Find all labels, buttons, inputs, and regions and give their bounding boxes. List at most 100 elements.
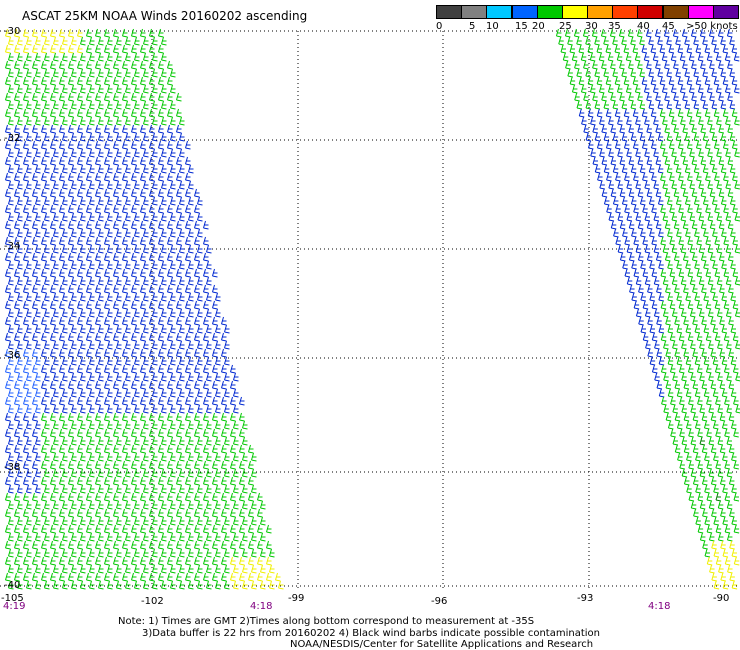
wind-barb (95, 268, 101, 278)
wind-barb (107, 372, 113, 382)
wind-barb (723, 300, 730, 310)
wind-barb (233, 388, 239, 398)
wind-barb (107, 244, 113, 254)
wind-barb (158, 188, 164, 198)
wind-barb (212, 572, 218, 582)
wind-barb (707, 180, 713, 190)
wind-barb (113, 380, 119, 390)
wind-barb (32, 572, 38, 582)
wind-barb (242, 532, 248, 542)
wind-barb (41, 44, 47, 54)
wind-barb (230, 492, 236, 502)
wind-barb (68, 316, 74, 326)
wind-barb (122, 204, 128, 214)
wind-barb (221, 460, 227, 470)
wind-barb (677, 452, 683, 462)
wind-barb (727, 60, 733, 70)
wind-barb (95, 508, 101, 518)
wind-barb (122, 556, 128, 566)
wind-barb (659, 140, 666, 150)
wind-barb (35, 436, 41, 446)
wind-barb (107, 548, 113, 558)
wind-barb (717, 468, 724, 478)
wind-barb (682, 60, 688, 70)
wind-barb (152, 260, 158, 270)
wind-barb (224, 468, 230, 478)
wind-barb (17, 324, 23, 334)
wind-barb (44, 52, 50, 62)
wind-barb (710, 444, 717, 454)
wind-barb (677, 44, 684, 54)
wind-barb (260, 580, 266, 590)
wind-barb (41, 60, 47, 70)
wind-barb (89, 420, 95, 430)
wind-barb (708, 468, 715, 478)
wind-barb (224, 420, 230, 430)
wind-barb (729, 572, 735, 582)
wind-barb (185, 396, 191, 406)
wind-barb (8, 52, 14, 62)
wind-barb (149, 284, 155, 294)
wind-barb (5, 204, 11, 214)
wind-barb (669, 204, 675, 214)
wind-barb (179, 228, 185, 238)
wind-barb (655, 92, 661, 102)
wind-barb (50, 220, 56, 230)
wind-barb (686, 108, 693, 118)
wind-barb (17, 516, 23, 526)
wind-barb (215, 484, 221, 494)
wind-barb (170, 516, 176, 526)
wind-barb (86, 348, 92, 358)
wind-barb (77, 28, 83, 38)
wind-barb (709, 188, 716, 198)
wind-barb (624, 236, 630, 246)
wind-barb (700, 156, 707, 166)
wind-barb (583, 92, 589, 102)
wind-barb (716, 180, 722, 190)
wind-barb (116, 468, 122, 478)
wind-barb (197, 388, 203, 398)
wind-barb (26, 180, 32, 190)
wind-barb (724, 52, 731, 62)
wind-barb (80, 52, 86, 62)
wind-barb (734, 244, 740, 254)
wind-barb (732, 300, 739, 310)
wind-barb (206, 484, 212, 494)
wind-barb (113, 540, 119, 550)
wind-barb (95, 108, 101, 118)
wind-barb (583, 124, 589, 134)
wind-barb (718, 60, 724, 70)
wind-barb (116, 68, 122, 78)
wind-barb (647, 316, 653, 326)
wind-barb (68, 268, 74, 278)
wind-barb (143, 580, 149, 590)
wind-barb (659, 76, 666, 86)
wind-barb (152, 324, 158, 334)
wind-barb (197, 436, 203, 446)
wind-barb (158, 156, 164, 166)
wind-barb (107, 36, 113, 46)
wind-barb (693, 196, 700, 206)
wind-barb (167, 156, 173, 166)
wind-barb (619, 252, 626, 262)
wind-barb (727, 564, 733, 574)
wind-barb (161, 260, 167, 270)
wind-barb (706, 492, 713, 502)
wind-barb (26, 468, 32, 478)
wind-barb (194, 444, 200, 454)
wind-barb (107, 100, 113, 110)
wind-barb (59, 172, 65, 182)
wind-barb (17, 452, 23, 462)
wind-barb (140, 348, 146, 358)
wind-barb (59, 396, 65, 406)
wind-barb (215, 532, 221, 542)
wind-barb (657, 132, 664, 142)
wind-barb (716, 276, 723, 286)
wind-barb (26, 84, 32, 94)
wind-barb (53, 164, 59, 174)
wind-barb (257, 556, 263, 566)
wind-barb (149, 156, 155, 166)
wind-barb (188, 532, 194, 542)
wind-barb (185, 556, 191, 566)
wind-barb (706, 52, 713, 62)
